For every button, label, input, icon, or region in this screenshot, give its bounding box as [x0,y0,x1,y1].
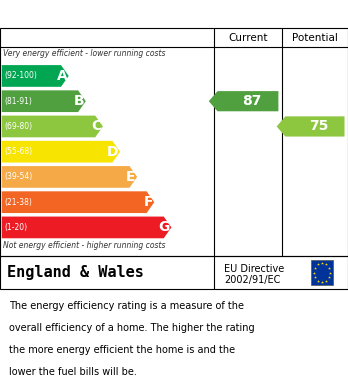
Text: 75: 75 [309,119,328,133]
Polygon shape [2,90,86,112]
Text: Not energy efficient - higher running costs: Not energy efficient - higher running co… [3,241,166,250]
Text: (55-68): (55-68) [4,147,32,156]
Text: C: C [91,119,102,133]
Text: E: E [126,170,136,184]
Polygon shape [2,141,120,163]
Text: A: A [56,69,67,83]
Text: Very energy efficient - lower running costs: Very energy efficient - lower running co… [3,48,166,57]
Text: (81-91): (81-91) [4,97,32,106]
Text: D: D [107,145,119,159]
Polygon shape [2,116,103,137]
Text: EU Directive: EU Directive [224,264,285,274]
Text: 2002/91/EC: 2002/91/EC [224,275,281,285]
Text: (39-54): (39-54) [4,172,32,181]
Polygon shape [2,191,154,213]
Text: Potential: Potential [292,33,338,43]
Text: 87: 87 [242,94,261,108]
Bar [311,260,333,285]
Polygon shape [277,117,345,136]
Text: (21-38): (21-38) [4,198,32,207]
Text: B: B [74,94,84,108]
Text: overall efficiency of a home. The higher the rating: overall efficiency of a home. The higher… [9,323,254,333]
Text: Current: Current [228,33,268,43]
Text: The energy efficiency rating is a measure of the: The energy efficiency rating is a measur… [9,301,244,311]
Text: (69-80): (69-80) [4,122,32,131]
Text: F: F [143,195,153,209]
Text: the more energy efficient the home is and the: the more energy efficient the home is an… [9,345,235,355]
Text: lower the fuel bills will be.: lower the fuel bills will be. [9,367,136,377]
Polygon shape [209,91,278,111]
Text: Energy Efficiency Rating: Energy Efficiency Rating [10,7,213,22]
Polygon shape [2,65,69,87]
Text: (1-20): (1-20) [4,223,27,232]
Polygon shape [2,217,171,238]
Text: G: G [159,221,170,235]
Polygon shape [2,166,137,188]
Text: (92-100): (92-100) [4,72,37,81]
Text: England & Wales: England & Wales [7,265,144,280]
